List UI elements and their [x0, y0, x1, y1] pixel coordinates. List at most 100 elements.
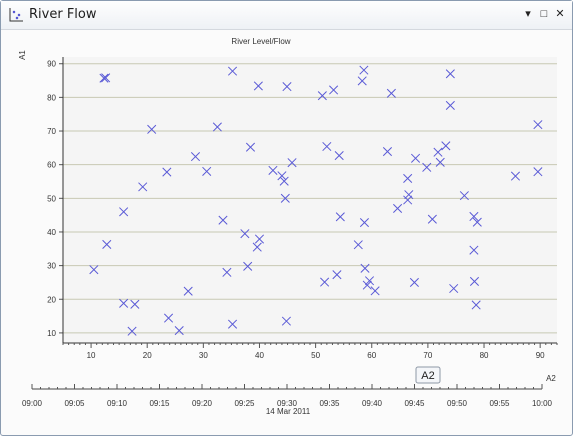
data-point [162, 167, 172, 177]
time-tick-label: 09:25 [234, 399, 255, 408]
data-point [357, 76, 367, 86]
close-button[interactable]: ✕ [555, 8, 565, 20]
time-tick-label: 09:45 [404, 399, 425, 408]
data-point [533, 167, 543, 177]
data-point [364, 276, 375, 286]
data-point [277, 171, 287, 181]
time-tick-label: 09:15 [149, 399, 170, 408]
y-tick-label: 40 [47, 228, 56, 237]
data-point [409, 277, 419, 287]
chart-area: River Level/Flow A1 A2 10 20 30 40 50 60 70 80 9… [9, 31, 566, 431]
data-point [282, 82, 292, 92]
data-point [119, 207, 129, 217]
maximize-button[interactable]: □ [540, 8, 548, 20]
window-title: River Flow [29, 7, 97, 22]
y-tick-label: 30 [47, 262, 56, 271]
data-point [533, 120, 543, 130]
data-point [422, 162, 432, 172]
time-tick-label: 09:50 [447, 399, 468, 408]
data-point [222, 267, 232, 277]
data-point [190, 152, 201, 162]
time-tick-label: 09:20 [192, 399, 213, 408]
x-tick-label: 30 [199, 351, 208, 360]
window-menu-dropdown-button[interactable]: ▾ [525, 8, 531, 20]
data-point [279, 176, 289, 186]
data-point [101, 73, 111, 83]
data-point [334, 151, 344, 161]
plot-area [63, 57, 557, 343]
data-point [163, 313, 174, 323]
data-point [268, 165, 278, 175]
data-point [212, 122, 222, 132]
data-point [174, 325, 184, 336]
data-point [382, 146, 393, 157]
data-point [240, 229, 250, 239]
x-tick-label: 20 [143, 351, 152, 360]
data-point [99, 73, 109, 83]
data-point [227, 66, 238, 76]
time-tick-label: 09:30 [277, 399, 298, 408]
data-point [449, 283, 459, 294]
data-point [245, 142, 256, 152]
data-point [472, 217, 482, 227]
data-point [335, 212, 345, 222]
data-point [445, 100, 455, 111]
data-point [202, 166, 212, 176]
data-point [353, 240, 363, 250]
time-tick-label: 09:55 [489, 399, 510, 408]
data-point [254, 234, 265, 244]
y-tick-label: 80 [47, 93, 56, 102]
data-point [227, 319, 238, 329]
data-point [252, 242, 262, 252]
data-point [441, 141, 451, 151]
x-tick-label: 40 [255, 351, 264, 360]
time-tick-label: 09:05 [64, 399, 85, 408]
data-point [469, 211, 479, 222]
x-tick-label: 50 [311, 351, 320, 360]
time-tick-label: 09:40 [362, 399, 383, 408]
time-tick-label: 10:00 [532, 399, 553, 408]
x-axis: 10 20 30 40 50 60 70 80 90 [62, 342, 558, 360]
data-point [471, 300, 481, 310]
y-tick-label: 50 [47, 194, 56, 203]
data-point [386, 88, 396, 98]
grid-lines [63, 63, 557, 334]
data-point [459, 191, 469, 201]
data-point [119, 298, 129, 308]
data-point [404, 190, 414, 200]
data-point [287, 158, 297, 168]
data-point [281, 316, 291, 326]
data-point [138, 182, 148, 192]
scatter-chart-icon [9, 8, 23, 22]
data-point [410, 153, 421, 163]
data-point [370, 286, 380, 296]
x-tick-label: 80 [480, 351, 489, 360]
data-point [127, 326, 137, 336]
data-point [329, 85, 339, 95]
data-point [89, 265, 99, 275]
data-point [427, 214, 437, 224]
data-point [332, 270, 342, 280]
data-point [359, 65, 369, 75]
data-point [320, 277, 330, 287]
data-point [360, 263, 370, 273]
time-axis[interactable]: 09:00 09:05 09:10 09:15 09:20 09:25 09:30 09:35… [22, 384, 553, 408]
y-tick-label: 90 [47, 60, 56, 69]
scatter-chart[interactable]: River Level/Flow A1 A2 10 20 30 40 50 60 70 80 9… [9, 31, 566, 431]
data-point [469, 276, 480, 286]
data-point [183, 286, 193, 296]
y-tick-label: 20 [47, 295, 56, 304]
time-tick-label: 09:35 [319, 399, 340, 408]
plot-background [63, 57, 557, 343]
x-tick-label: 70 [423, 351, 432, 360]
data-point [433, 147, 443, 157]
title-bar[interactable]: River Flow ▾ □ ✕ [1, 1, 572, 30]
x-axis-badge[interactable]: A2 [415, 366, 441, 384]
data-point [243, 261, 253, 271]
x-tick-label: 60 [367, 351, 376, 360]
y-axis-label: A1 [18, 50, 27, 60]
data-point [280, 193, 290, 203]
data-point [102, 239, 112, 249]
data-point [359, 217, 370, 228]
